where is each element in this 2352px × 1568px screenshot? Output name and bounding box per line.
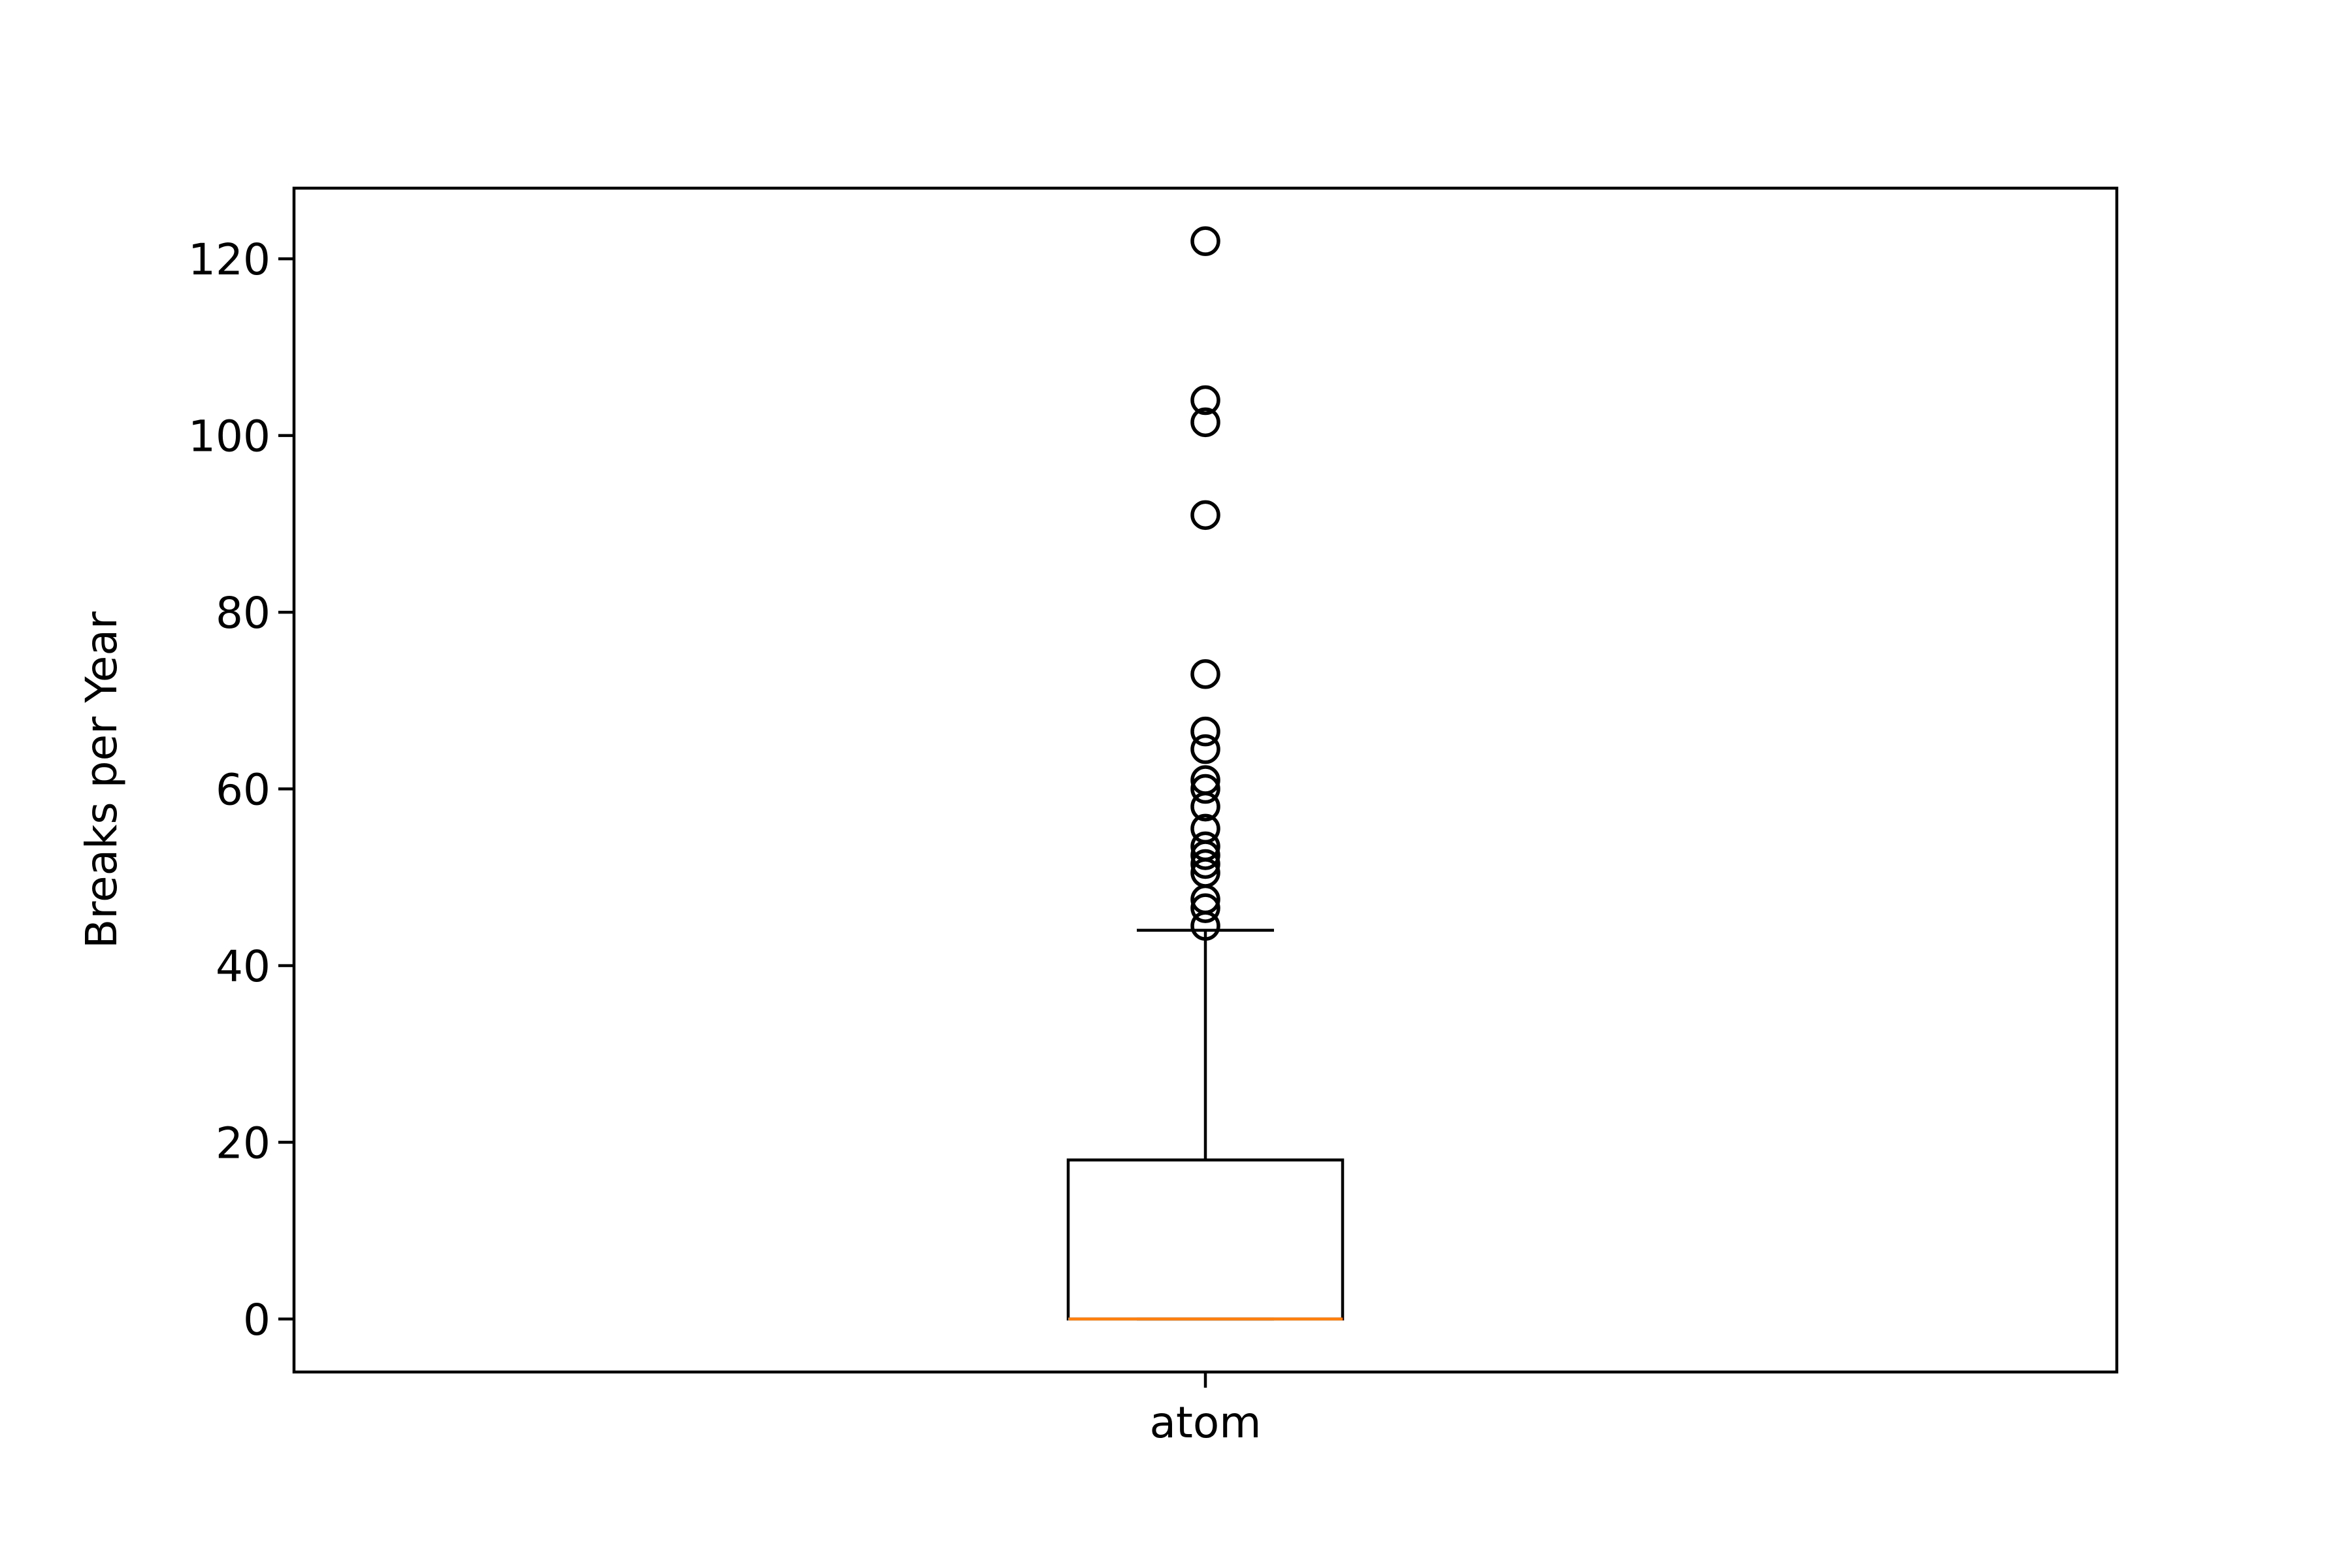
outlier-point-7 bbox=[1190, 813, 1220, 844]
outlier-point-17 bbox=[1190, 226, 1220, 256]
outlier-point-16 bbox=[1190, 385, 1220, 416]
outlier-point-12 bbox=[1190, 716, 1220, 747]
y-tick-label-40: 40 bbox=[216, 941, 270, 992]
plot-frame bbox=[292, 186, 2119, 1374]
y-tick-label-60: 60 bbox=[216, 765, 270, 815]
outlier-point-1 bbox=[1190, 893, 1220, 923]
outlier-point-10 bbox=[1190, 765, 1220, 795]
box-group bbox=[1066, 226, 1345, 1321]
outlier-point-9 bbox=[1190, 774, 1220, 804]
x-tick-label-atom: atom bbox=[1150, 1397, 1262, 1448]
y-tick-label-120: 120 bbox=[188, 235, 270, 285]
outlier-point-14 bbox=[1190, 500, 1220, 531]
y-tick-label-100: 100 bbox=[188, 412, 270, 462]
plot-area bbox=[294, 188, 2117, 1372]
y-tick-label-20: 20 bbox=[216, 1118, 270, 1168]
outlier-point-15 bbox=[1190, 407, 1220, 438]
outlier-point-4 bbox=[1190, 849, 1220, 879]
outlier-point-6 bbox=[1190, 831, 1220, 862]
x-axis-ticks: atom bbox=[1150, 1372, 1262, 1448]
outlier-point-11 bbox=[1190, 734, 1220, 764]
y-axis-ticks: 0 20 40 60 80 100 120 bbox=[188, 235, 294, 1345]
outlier-point-13 bbox=[1190, 659, 1220, 689]
y-tick-label-0: 0 bbox=[243, 1295, 270, 1345]
y-tick-label-80: 80 bbox=[216, 588, 270, 638]
y-axis-label: Breaks per Year bbox=[76, 611, 127, 949]
